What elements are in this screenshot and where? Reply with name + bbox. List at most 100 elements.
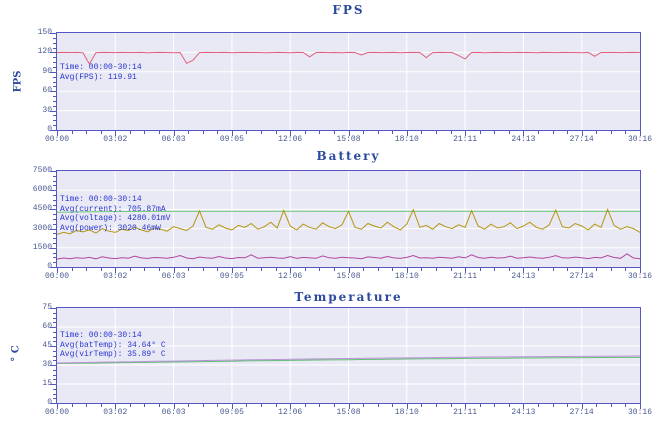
y-axis-minor-tick [53,62,56,64]
x-axis-tick [465,268,467,273]
x-axis-minor-tick [392,268,394,271]
y-tick-label: 6000 [32,185,52,195]
y-axis-tick [50,384,56,385]
y-axis-minor-tick [53,312,56,314]
annotation-line: Time: 00:00-30:14 [60,331,142,340]
y-axis-minor-tick [53,185,56,187]
x-axis-tick [290,268,292,273]
x-axis-minor-tick [610,268,612,271]
x-axis-minor-tick [625,131,627,134]
y-axis-minor-tick [53,125,56,127]
x-axis-minor-tick [596,404,598,407]
x-tick-label: 24:13 [511,408,536,417]
fps-plot-area: Time: 00:00-30:14 Avg(FPS): 119.91 [56,32,641,131]
x-axis-minor-tick [479,404,481,407]
y-axis-minor-tick [53,223,56,225]
x-axis-tick [465,404,467,409]
x-axis-minor-tick [275,268,277,271]
x-axis-minor-tick [71,404,73,407]
x-axis-minor-tick [144,268,146,271]
x-axis-minor-tick [435,404,437,407]
x-axis-minor-tick [144,404,146,407]
y-axis-tick [50,171,56,172]
y-axis-minor-tick [53,233,56,235]
x-axis-minor-tick [537,131,539,134]
y-axis-tick [50,71,56,73]
x-axis-minor-tick [494,404,496,407]
x-tick-label: 27:14 [569,408,594,417]
x-axis-minor-tick [392,404,394,407]
y-axis-tick [50,190,56,192]
x-axis-tick [115,268,117,273]
x-tick-label: 09:05 [219,272,244,281]
x-axis-minor-tick [159,404,161,407]
x-axis-tick [290,404,292,409]
y-axis-minor-tick [53,195,56,196]
x-tick-label: 21:11 [453,135,478,144]
x-tick-label: 21:11 [453,408,478,417]
y-axis-tick [50,327,56,328]
x-axis-minor-tick [450,404,452,407]
x-tick-label: 30:16 [627,408,652,417]
y-axis-minor-tick [53,369,56,371]
y-tick-label: 60 [42,322,52,331]
battery-chart-title: Battery [316,149,381,163]
x-axis-minor-tick [508,131,510,134]
x-axis-minor-tick [86,131,88,134]
x-axis-minor-tick [129,131,131,134]
x-axis-tick [115,404,117,409]
x-axis-minor-tick [450,131,452,134]
x-axis-tick [523,268,525,273]
annotation-line: Avg(batTemp): 34.64° C [60,340,166,350]
fps-plot-svg [57,33,640,130]
y-axis-tick [50,209,56,211]
x-tick-label: 00:00 [44,272,69,281]
x-axis-minor-tick [71,131,73,134]
FPS-line [57,51,640,66]
y-axis-minor-tick [53,204,56,206]
x-tick-label: 06:03 [161,272,186,281]
x-axis-minor-tick [246,268,248,271]
x-axis-minor-tick [625,268,627,271]
x-axis-minor-tick [144,131,146,134]
x-axis-minor-tick [494,268,496,271]
x-axis-tick [406,268,408,273]
y-axis-minor-tick [53,57,56,59]
x-axis-minor-tick [537,268,539,271]
current-line [57,253,640,260]
y-tick-label: 60 [42,86,52,96]
power-line [57,208,640,235]
y-axis-tick [50,91,56,93]
y-axis-tick [50,130,56,131]
x-axis-minor-tick [377,131,379,134]
y-axis-minor-tick [53,322,56,324]
y-axis-minor-tick [53,336,56,338]
battery-annotation: Time: 00:00-30:14 Avg(current): 705.87mA A… [60,195,170,233]
y-axis-tick [50,33,56,34]
virTemp-line [57,355,640,364]
x-axis-tick [57,131,58,136]
x-axis-minor-tick [479,268,481,271]
y-axis-minor-tick [53,100,56,102]
x-axis-minor-tick [537,404,539,407]
x-axis-minor-tick [596,268,598,271]
y-tick-label: 45 [42,341,52,350]
annotation-line: Avg(power): 3020.46mW [60,223,161,233]
x-tick-label: 21:11 [453,272,478,281]
y-axis-minor-tick [53,214,56,216]
x-axis-minor-tick [275,404,277,407]
x-axis-minor-tick [129,404,131,407]
x-tick-label: 24:13 [511,272,536,281]
x-axis-minor-tick [261,404,263,407]
x-tick-label: 30:16 [627,135,652,144]
x-axis-tick [57,404,58,409]
x-tick-label: 15:08 [336,408,361,417]
y-axis-minor-tick [53,66,56,68]
x-axis-tick [290,131,292,136]
y-axis-minor-tick [53,360,56,362]
x-axis-minor-tick [610,404,612,407]
y-axis-minor-tick [53,115,56,117]
x-axis-minor-tick [319,268,321,271]
